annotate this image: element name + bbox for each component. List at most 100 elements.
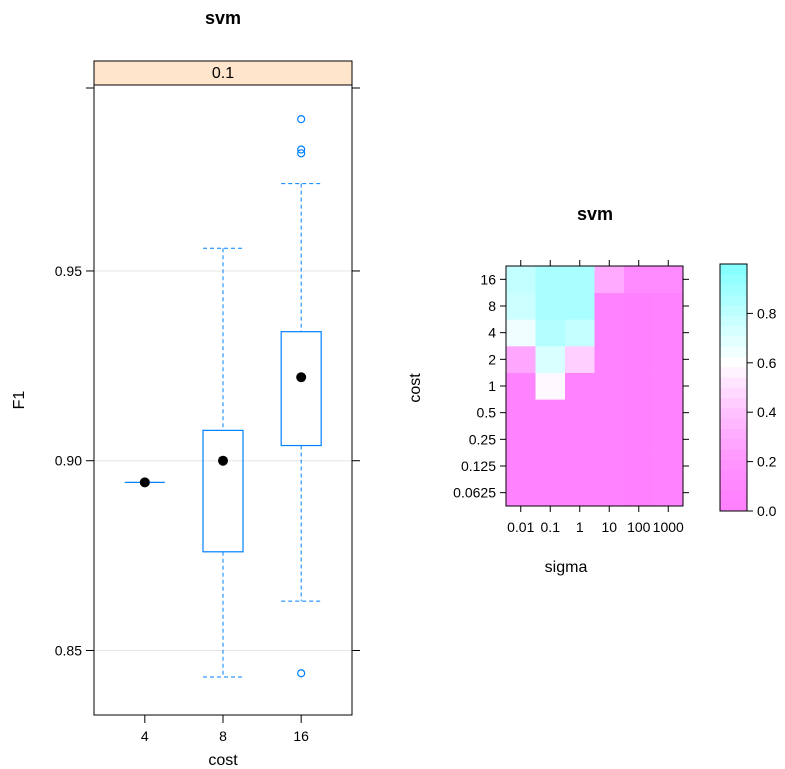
colorbar-tick-label: 0.8 [757,305,777,321]
x-tick-label: 16 [293,728,309,744]
heatmap-y-tick-label: 2 [488,351,496,367]
median-dot [139,477,150,488]
heatmap-cell [624,372,654,400]
colorbar-step [720,490,747,502]
colorbar-step [720,356,747,368]
heatmap-y-tick-label: 0.5 [477,405,497,421]
y-tick-label: 0.95 [55,263,82,279]
box-rect [202,429,244,553]
colorbar-step [720,397,747,409]
heatmap-cell [594,399,625,427]
heatmap-cell [565,479,595,507]
colorbar-step [720,469,747,481]
heatmap-cell [653,292,684,320]
heatmap-cell [624,452,654,480]
heatmap-cell [565,266,595,293]
heatmap-y-tick-label: 0.0625 [453,485,496,501]
heatmap-y-tick-label: 0.125 [461,458,496,474]
heatmap-cell [506,346,536,373]
heatmap-cell [594,319,625,347]
heatmap-cell [594,372,625,400]
x-axis-label: cost [208,752,238,769]
x-tick-label: 8 [219,728,227,744]
heatmap-cell [535,319,566,347]
heatmap-y-tick-label: 1 [488,378,496,394]
heatmap-cell [506,399,536,427]
boxplot-title: svm [205,8,241,28]
heatmap-cell [565,452,595,480]
heatmap-title: svm [577,204,613,224]
plot-frame [93,84,353,716]
heatmap-y-tick-label: 4 [488,325,496,341]
heatmap-cell [624,426,654,453]
heatmap-cell [535,426,566,453]
x-tick-label: 4 [141,728,149,744]
outlier-point [297,115,306,124]
heatmap-y-tick-label: 16 [480,271,496,287]
heatmap-cell [506,266,536,293]
boxes [124,115,322,678]
heatmap-cell [506,426,536,453]
heatmap-x-tick-label: 0.01 [507,519,534,535]
heatmap-y-tick-label: 0.25 [469,431,496,447]
colorbar-step [720,377,747,388]
heatmap-cell [653,479,684,507]
heatmap-x-tick-label: 10 [601,519,617,535]
colorbar-step [720,325,747,337]
median-dot [218,455,228,466]
heatmap-cell [594,426,625,453]
heatmap-cell [594,452,625,480]
heatmap-panel: svm 0.0625 0.125 0.25 0.5 1 2 4 8 16 0.01 0.1 1 10 1… [407,204,777,576]
colorbar-step [720,449,747,460]
heatmap-cell [535,479,566,507]
box-rect [280,331,322,447]
colorbar-step [720,459,747,471]
strip [93,60,353,86]
x-axis: 4 8 16 [141,715,309,744]
heatmap-cell [594,266,625,293]
colorbar-step [720,500,747,512]
heatmap-cell [565,399,595,427]
colorbar-tick-label: 0.0 [757,503,777,519]
heatmap-cell [535,372,566,400]
heatmap-cell [535,346,566,373]
colorbar-step [720,418,747,429]
heatmap-cell [653,266,684,293]
heatmap-x-tick-label: 1 [576,519,584,535]
heatmap-cell [624,319,654,347]
heatmap-cell [565,372,595,400]
box-8 [202,247,244,678]
y-axis: 0.85 0.90 0.95 [55,87,360,658]
heatmap-cell [506,372,536,400]
heatmap-cell [624,346,654,373]
heatmap-cell [535,452,566,480]
heatmap-x-axis: 0.01 0.1 1 10 100 1000 [507,260,684,535]
colorbar-step [720,315,747,327]
heatmap-cell [506,479,536,507]
heatmap-cell [535,266,566,293]
heatmap-cell [624,399,654,427]
median-dot [296,372,307,383]
colorbar-axis: 0.0 0.2 0.4 0.6 0.8 [747,305,777,519]
heatmap-cell [594,346,625,373]
heatmap-cell [624,266,654,293]
heatmap-x-tick-label: 100 [627,519,651,535]
heatmap-cell [624,292,654,320]
heatmap-cells [506,266,684,507]
heatmap-y-axis-label: cost [407,373,424,403]
heatmap-y-tick-label: 8 [488,298,496,314]
heatmap-cell [565,426,595,453]
colorbar-step [720,336,747,347]
heatmap-cell [506,452,536,480]
colorbar-step [720,274,747,285]
boxplot-panel: svm 0.1 0.85 0.90 0.95 4 8 16 cost F1 [11,8,360,769]
colorbar-step [720,428,747,440]
heatmap-cell [565,319,595,347]
colorbar-tick-label: 0.4 [757,404,777,420]
heatmap-cell [535,292,566,320]
heatmap-cell [565,292,595,320]
heatmap-cell [506,319,536,347]
heatmap-cell [653,399,684,427]
outlier-point [297,669,306,678]
